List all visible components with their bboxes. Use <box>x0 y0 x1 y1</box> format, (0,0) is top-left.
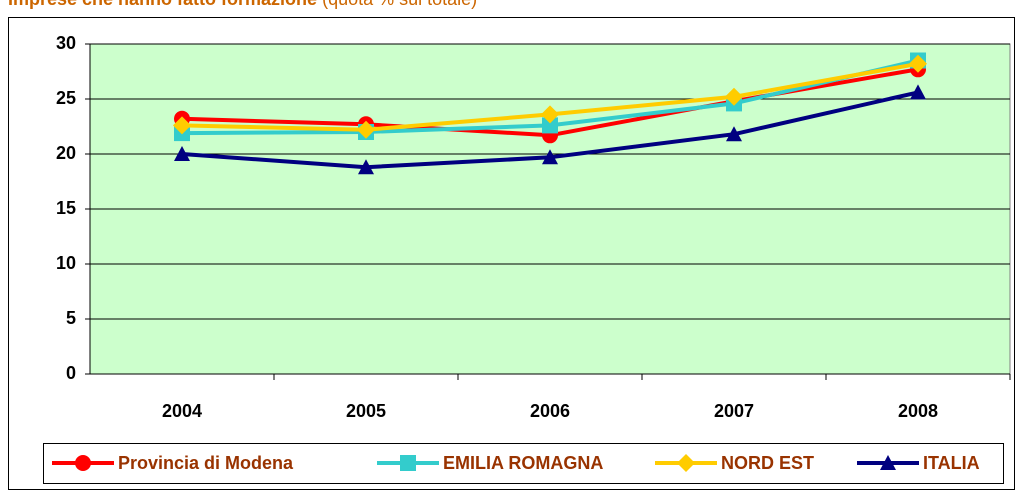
x-tick-label: 2008 <box>898 401 938 421</box>
x-tick-label: 2005 <box>346 401 386 421</box>
marker <box>909 54 927 73</box>
y-tick-label: 20 <box>56 143 76 163</box>
chart-title: Imprese che hanno fatto formazione (quot… <box>8 0 477 9</box>
marker <box>910 84 926 100</box>
legend-box <box>43 443 1004 484</box>
legend-label: ITALIA <box>923 453 980 473</box>
x-tick-label: 2007 <box>714 401 754 421</box>
legend-label: Provincia di Modena <box>118 453 294 473</box>
marker <box>880 455 896 470</box>
y-tick-label: 30 <box>56 33 76 53</box>
marker <box>542 149 558 165</box>
y-tick-label: 10 <box>56 253 76 273</box>
marker <box>358 159 374 175</box>
marker <box>677 454 695 472</box>
x-tick-label: 2006 <box>530 401 570 421</box>
marker <box>542 117 558 134</box>
marker <box>173 116 191 135</box>
marker <box>541 105 559 124</box>
marker <box>174 146 190 161</box>
x-tick-label: 2004 <box>162 401 202 421</box>
subtitle: (quota % sul totale) <box>322 0 477 9</box>
y-tick-label: 0 <box>66 363 76 383</box>
y-tick-label: 5 <box>66 308 76 328</box>
y-tick-label: 15 <box>56 198 76 218</box>
marker <box>357 120 375 139</box>
legend-label: EMILIA ROMAGNA <box>443 453 603 473</box>
marker <box>75 455 91 471</box>
marker <box>726 126 742 142</box>
y-tick-label: 25 <box>56 88 76 108</box>
legend-label: NORD EST <box>721 453 814 473</box>
marker <box>725 87 743 106</box>
title: Imprese che hanno fatto formazione <box>8 0 317 9</box>
marker <box>400 455 416 471</box>
